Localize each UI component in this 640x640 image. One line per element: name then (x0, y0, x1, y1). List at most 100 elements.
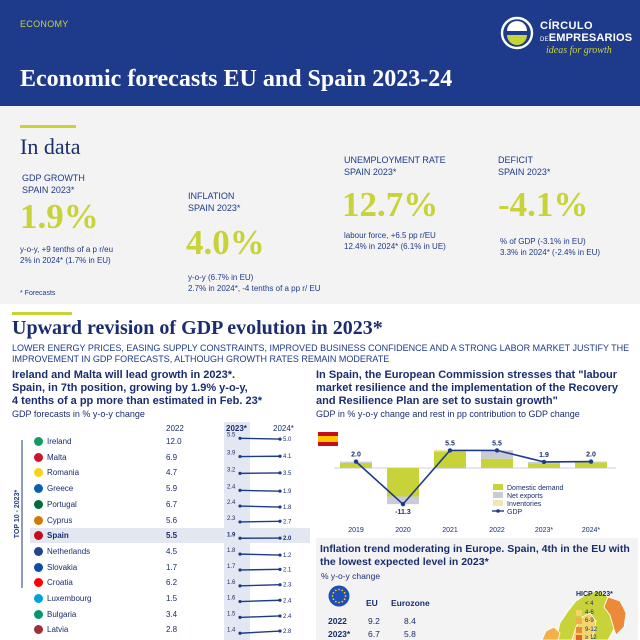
slope-line (239, 437, 281, 440)
x-tick-label: 2021 (442, 527, 458, 534)
gdp-2022-value: 12.0 (166, 437, 182, 446)
kpi-unemployment-note: labour force, +6.5 pp r/EU 12.4% in 2024*… (344, 231, 446, 251)
section-subtitle: Lower energy prices, easing supply const… (12, 343, 630, 364)
slope-line (239, 505, 281, 508)
country-flag-icon (34, 609, 43, 619)
gdp-point (541, 459, 547, 465)
point-2024 (278, 519, 282, 523)
inflation-value-eurozone: 8.4 (404, 616, 416, 626)
kpi-unemployment-value: 12.7% (342, 185, 439, 224)
kpi-unemployment-label: UNEMPLOYMENT RATE SPAIN 2023* (344, 155, 446, 177)
table-row: Luxembourg 1.5 (30, 591, 310, 606)
hicp-legend-item: < 4 (576, 600, 634, 609)
x-tick-label: 2020 (395, 527, 411, 534)
country-flag-icon (34, 562, 43, 572)
gdp-2023-value: 5.5 (227, 432, 236, 438)
point-2023 (238, 471, 242, 475)
kpi-gdp-note: y-o-y, +9 tenths of a p r/eu 2% in 2024* … (20, 245, 114, 265)
gdp-2022-value: 1.7 (166, 562, 178, 572)
kpi-deficit-value: -4.1% (498, 185, 589, 224)
point-2023 (238, 552, 242, 556)
x-tick-label: 2019 (348, 527, 364, 534)
gdp-2022-value: 6.7 (166, 499, 178, 509)
country-flag-icon (34, 515, 43, 525)
country-name: Slovakia (47, 562, 78, 572)
kpi-inflation-label: INFLATION SPAIN 2023* (188, 191, 241, 213)
legend-swatch (493, 492, 503, 498)
country-name: Luxembourg (47, 594, 92, 603)
country-name: Greece (47, 484, 74, 494)
bar-segment (528, 463, 560, 468)
gdp-2024-value: 2.0 (283, 536, 292, 542)
legend-swatch (493, 500, 503, 506)
table-row: Slovakia 1.7 (30, 560, 310, 575)
inflation-subtitle: % y-o-y change (321, 571, 381, 581)
point-2023 (238, 536, 242, 540)
country-name: Romania (47, 468, 80, 478)
gdp-2024-value: 1.9 (283, 489, 292, 495)
gdp-2023-value: 2.3 (227, 516, 236, 522)
gdp-2023-value: 1.7 (227, 564, 236, 570)
left-chart-subtitle: GDP forecasts in % y-o-y change (12, 409, 145, 419)
gdp-point (400, 501, 406, 507)
in-data-heading: In data (20, 134, 81, 159)
spain-flag-icon (318, 432, 338, 446)
logo-text-line2: DEEMPRESARIOS (540, 32, 633, 44)
country-flag-icon (34, 437, 43, 446)
country-name: Latvia (47, 625, 69, 635)
gdp-2024-value: 1.8 (283, 505, 292, 511)
inflation-title: Inflation trend moderating in Europe. Sp… (320, 543, 630, 568)
country-flag-icon (34, 546, 43, 556)
gdp-data-label: 2.0 (586, 452, 596, 459)
kpi-deficit-label: DEFICIT SPAIN 2023* (498, 155, 551, 177)
accent-bar (12, 312, 72, 315)
inflation-value-eu: 9.2 (368, 616, 380, 626)
point-2024 (278, 567, 282, 571)
country-name: Ireland (47, 437, 72, 446)
point-2023 (238, 520, 242, 524)
slope-line (239, 615, 281, 619)
inflation-value-eurozone: 5.8 (404, 629, 416, 639)
gdp-contribution-chart: 2019 2020 2021 2022 2023* 2024* 2.0 -11.3 5.5 5.5… (318, 432, 616, 534)
point-2023 (238, 454, 242, 459)
country-name: Bulgaria (47, 609, 77, 619)
point-2024 (278, 437, 282, 441)
gdp-2024-value: 2.8 (283, 629, 292, 635)
gdp-slope-lines: 5.5 5.0 3.9 4.1 3.2 3.5 2.4 1.9 2.4 1.8 2.3 2.7 1.9 2… (227, 432, 292, 635)
hicp-legend-item: 6-9 (576, 617, 634, 626)
legend-label: Domestic demand (507, 485, 564, 492)
x-tick-label: 2024* (582, 527, 601, 534)
gdp-2022-value: 6.2 (166, 578, 178, 588)
accent-bar (20, 125, 76, 128)
gdp-2023-value: 1.8 (227, 548, 236, 554)
kpi-inflation-value: 4.0% (186, 223, 265, 262)
bar-segment (481, 458, 513, 468)
legend-swatch (576, 626, 582, 633)
hicp-legend: HICP 2023* < 4 4-6 6-9 9-12 ≥ 12 (576, 591, 634, 640)
legend-label: 6-9 (585, 618, 594, 624)
gdp-2023-value: 1.4 (227, 627, 236, 633)
column-header-2024: 2024* (273, 424, 294, 433)
column-header-eu: EU (366, 598, 378, 608)
kpi-gdp-value: 1.9% (20, 197, 99, 236)
table-row: Greece 5.9 (30, 481, 310, 496)
legend-swatch (576, 601, 582, 608)
header-banner: ECONOMY Economic forecasts EU and Spain … (0, 0, 640, 106)
legend-swatch (576, 609, 582, 616)
point-2024 (278, 553, 282, 557)
bar-segment (434, 468, 466, 469)
logo-text-line1: CÍRCULO (540, 20, 593, 32)
right-chart-title: In Spain, the European Commission stress… (316, 369, 618, 407)
slope-line (239, 520, 281, 523)
logo[interactable]: CÍRCULO DEEMPRESARIOS ideas for growth (500, 16, 633, 60)
column-header-2022: 2022 (166, 424, 184, 433)
gdp-2023-value: 1.5 (227, 611, 236, 617)
point-2024 (278, 536, 282, 540)
country-name: Croatia (47, 578, 73, 588)
legend-swatch (576, 635, 582, 640)
legend-swatch (493, 484, 503, 490)
hicp-legend-item: 9-12 (576, 626, 634, 635)
point-2023 (238, 631, 242, 635)
country-flag-icon (34, 499, 43, 509)
left-chart-title: Ireland and Malta will lead growth in 20… (12, 369, 262, 407)
